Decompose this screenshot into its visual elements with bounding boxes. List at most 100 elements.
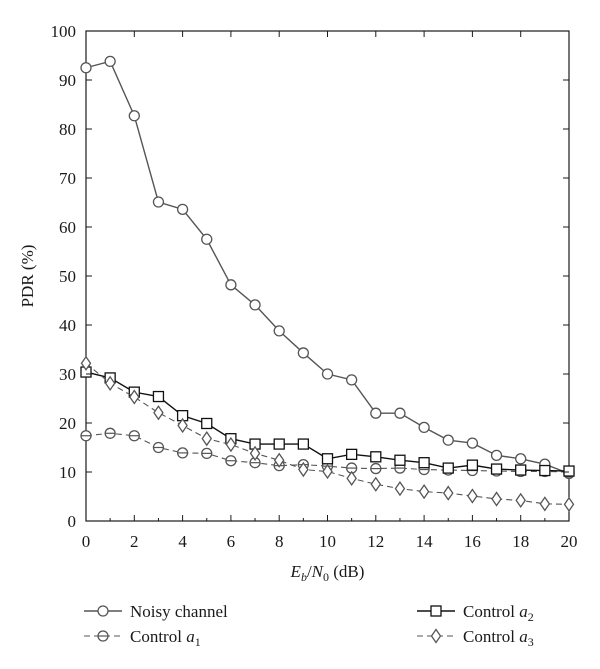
data-point [490,449,503,461]
data-point [177,417,188,434]
data-point [563,465,575,477]
legend-marker [430,628,442,644]
y-tick-label: 90 [59,71,76,90]
legend-entry: Control a2 [417,602,534,624]
data-point [345,448,358,461]
data-point [225,455,237,467]
data-point [249,445,261,462]
data-point [129,389,140,405]
data-point [176,447,189,459]
data-point [370,462,382,475]
legend-entry: Control a3 [417,627,534,649]
data-point [466,459,479,471]
legend-entry: Control a1 [84,627,201,649]
data-point [225,279,237,291]
x-tick-label: 12 [367,532,384,551]
data-point [152,390,165,403]
data-point [80,62,92,74]
series-line [85,432,570,473]
data-point [201,431,213,447]
data-point [128,430,140,442]
y-tick-label: 10 [59,463,76,482]
x-tick-label: 6 [227,532,236,551]
data-point [539,464,551,477]
legend-marker [97,605,109,617]
y-axis-label: PDR (%) [18,245,37,308]
y-tick-label: 30 [59,365,76,384]
y-tick-label: 50 [59,267,76,286]
data-point [370,407,382,419]
data-point [467,488,478,504]
x-axis-label: Eb/N0 (dB) [290,562,365,584]
data-point [201,417,213,430]
data-point [273,452,285,468]
x-tick-label: 14 [416,532,434,551]
data-point [394,481,406,497]
y-tick-label: 20 [59,414,76,433]
data-point [370,451,382,463]
y-tick-label: 80 [59,120,76,139]
x-tick-label: 4 [178,532,187,551]
data-point [418,483,430,500]
data-point [273,325,285,337]
data-point [297,438,310,450]
data-point [273,438,285,450]
x-tick-label: 2 [130,532,139,551]
data-point [515,492,526,509]
legend-marker [97,630,109,642]
legend-label: Control a3 [463,627,534,649]
data-point [153,405,164,421]
legend-label: Control a2 [463,602,534,624]
x-tick-label: 18 [512,532,529,551]
data-point [249,299,261,311]
data-point [491,491,502,507]
data-point [201,233,213,245]
data-point [345,374,358,386]
y-tick-label: 0 [68,512,77,531]
data-point [370,476,382,492]
legend-marker [430,605,442,617]
x-tick-label: 8 [275,532,284,551]
data-point [442,462,454,474]
data-point [490,463,503,475]
data-point [176,203,189,216]
data-point [394,454,406,466]
y-tick-label: 60 [59,218,76,237]
series-control-a3 [80,355,575,512]
data-point [80,355,92,371]
data-point [322,463,333,480]
legend-entry: Noisy channel [84,602,228,621]
y-tick-label: 40 [59,316,76,335]
data-point [152,196,165,208]
x-tick-label: 16 [464,532,481,551]
series-noisy-channel [80,55,575,480]
data-point [297,347,310,359]
data-point [346,470,357,487]
data-point [225,436,237,453]
data-point [539,496,551,512]
data-point [394,407,406,419]
data-point [515,453,527,465]
data-point [80,430,92,442]
data-point [104,427,116,439]
data-point [515,464,527,476]
data-point [563,496,575,512]
legend-label: Control a1 [130,627,201,649]
x-tick-label: 20 [561,532,578,551]
data-point [321,368,334,380]
series-line [85,362,570,505]
data-point [128,110,140,122]
data-point [298,461,309,478]
x-tick-label: 0 [82,532,91,551]
y-tick-label: 100 [51,22,77,41]
data-point [104,375,116,391]
data-point [104,55,116,68]
data-point [152,441,165,454]
legend-label: Noisy channel [130,602,228,621]
data-point [442,434,454,446]
data-point [418,457,430,469]
data-point [321,453,334,465]
data-point [442,485,454,501]
data-point [466,437,479,449]
